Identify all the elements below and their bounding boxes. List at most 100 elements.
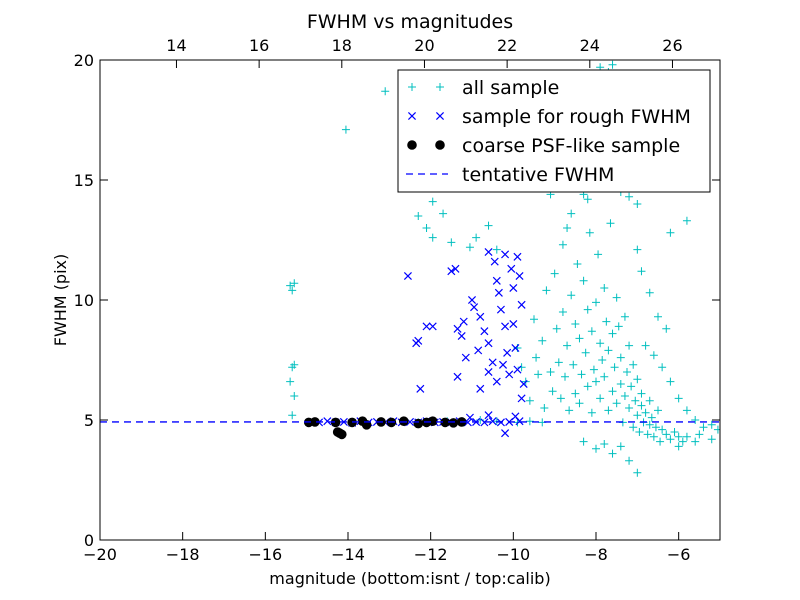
x-tick-label: −16 [248, 545, 282, 564]
all-sample-point [620, 392, 629, 400]
x-tick-label: −20 [83, 545, 117, 564]
rough-fwhm-point [484, 411, 493, 420]
all-sample-point [637, 401, 646, 410]
all-sample-point [608, 329, 617, 338]
psf-like-point [448, 418, 459, 428]
axes: −20 −18 −16 −14 −12 −10 −8 −6 14 16 18 20 22 24 26 0 5 10… [74, 36, 721, 564]
all-sample-point [649, 351, 658, 360]
all-sample-point [540, 404, 549, 412]
rough-fwhm-point [461, 353, 470, 362]
all-sample-point [492, 245, 501, 254]
rough-fwhm-point [501, 250, 510, 259]
rough-fwhm-point [447, 267, 456, 276]
all-sample-point [656, 437, 665, 446]
all-sample-point [610, 363, 619, 372]
rough-fwhm-point [517, 300, 526, 309]
top-x-tick-label: 22 [497, 36, 517, 55]
all-sample-point [691, 437, 700, 446]
y-tick-label: 0 [84, 531, 94, 550]
all-sample-point [674, 432, 683, 441]
y-tick-label: 15 [74, 171, 94, 190]
all-sample-point [682, 216, 691, 225]
rough-fwhm-point [459, 317, 468, 326]
rough-fwhm-point [414, 336, 423, 345]
all-sample-point [447, 238, 456, 247]
psf-like-point [427, 416, 438, 427]
all-sample-point [554, 358, 563, 367]
all-sample-point [472, 233, 481, 242]
rough-fwhm-point [476, 312, 485, 321]
all-sample-point [666, 228, 675, 237]
all-sample-point [585, 228, 594, 237]
all-sample-point [583, 382, 592, 391]
rough-fwhm-point [501, 322, 510, 331]
all-sample-point [666, 377, 675, 386]
chart-title: FWHM vs magnitudes [307, 11, 513, 33]
rough-fwhm-point [494, 288, 503, 297]
x-tick-label: −18 [166, 545, 200, 564]
top-x-tick-label: 16 [249, 36, 269, 55]
all-sample-point [517, 363, 526, 372]
rough-fwhm-point [496, 305, 505, 314]
rough-fwhm-point [476, 384, 485, 393]
all-sample-point [600, 284, 609, 292]
all-sample-point [645, 396, 654, 405]
all-sample-point [641, 408, 650, 417]
all-sample-point [288, 286, 297, 295]
rough-fwhm-point [515, 417, 524, 426]
y-tick-label: 10 [74, 291, 94, 310]
all-sample-point [530, 315, 538, 324]
all-sample-point [579, 276, 588, 285]
all-sample-point [695, 430, 704, 439]
all-sample-point [604, 346, 613, 355]
rough-fwhm-point [484, 247, 493, 257]
all-sample-point [575, 334, 584, 343]
rough-fwhm-point [453, 324, 462, 333]
all-sample-point [552, 324, 561, 333]
top-x-tick-label: 26 [662, 36, 682, 55]
rough-fwhm-point [513, 252, 522, 261]
all-sample-point [484, 221, 493, 230]
y-tick-label: 20 [74, 51, 94, 70]
legend-rough-fwhm-label: sample for rough FWHM [462, 106, 691, 128]
top-x-tick-label: 14 [166, 36, 186, 55]
rough-fwhm-point [457, 331, 466, 341]
all-sample-point [602, 317, 611, 326]
all-sample-point [643, 430, 652, 439]
rough-fwhm-point [492, 377, 501, 386]
legend-all-sample-label: all sample [462, 77, 559, 99]
psf-like-point [399, 416, 409, 427]
rough-fwhm-point [488, 358, 497, 367]
all-sample-point [571, 389, 580, 398]
all-sample-point [670, 428, 679, 436]
all-sample-point [579, 437, 588, 446]
all-sample-point [678, 437, 687, 446]
psf-like-point [337, 429, 347, 440]
all-sample-point [647, 413, 656, 422]
all-sample-point [658, 363, 667, 372]
all-sample-point [596, 339, 605, 348]
all-sample-point [525, 396, 534, 405]
all-sample-point [428, 197, 437, 206]
rough-fwhm-point [467, 295, 477, 305]
all-sample-point [699, 423, 708, 432]
legend-psf-like-marker [407, 140, 417, 150]
all-sample-point [569, 360, 578, 369]
psf-like-point [413, 418, 424, 429]
all-sample-point [598, 356, 607, 364]
y-tick-label: 5 [84, 411, 94, 430]
all-sample-point [666, 435, 675, 444]
all-sample-point [290, 279, 299, 288]
all-sample-point [625, 192, 634, 201]
all-sample-point [341, 125, 350, 134]
psf-like-point [361, 420, 372, 430]
all-sample-point [614, 322, 623, 331]
all-sample-point [682, 406, 691, 415]
all-sample-point [674, 442, 683, 451]
all-sample-point [563, 341, 572, 350]
all-sample-point [645, 420, 654, 429]
all-sample-point [616, 442, 625, 451]
all-sample-point [635, 428, 644, 436]
all-sample-point [414, 212, 423, 220]
